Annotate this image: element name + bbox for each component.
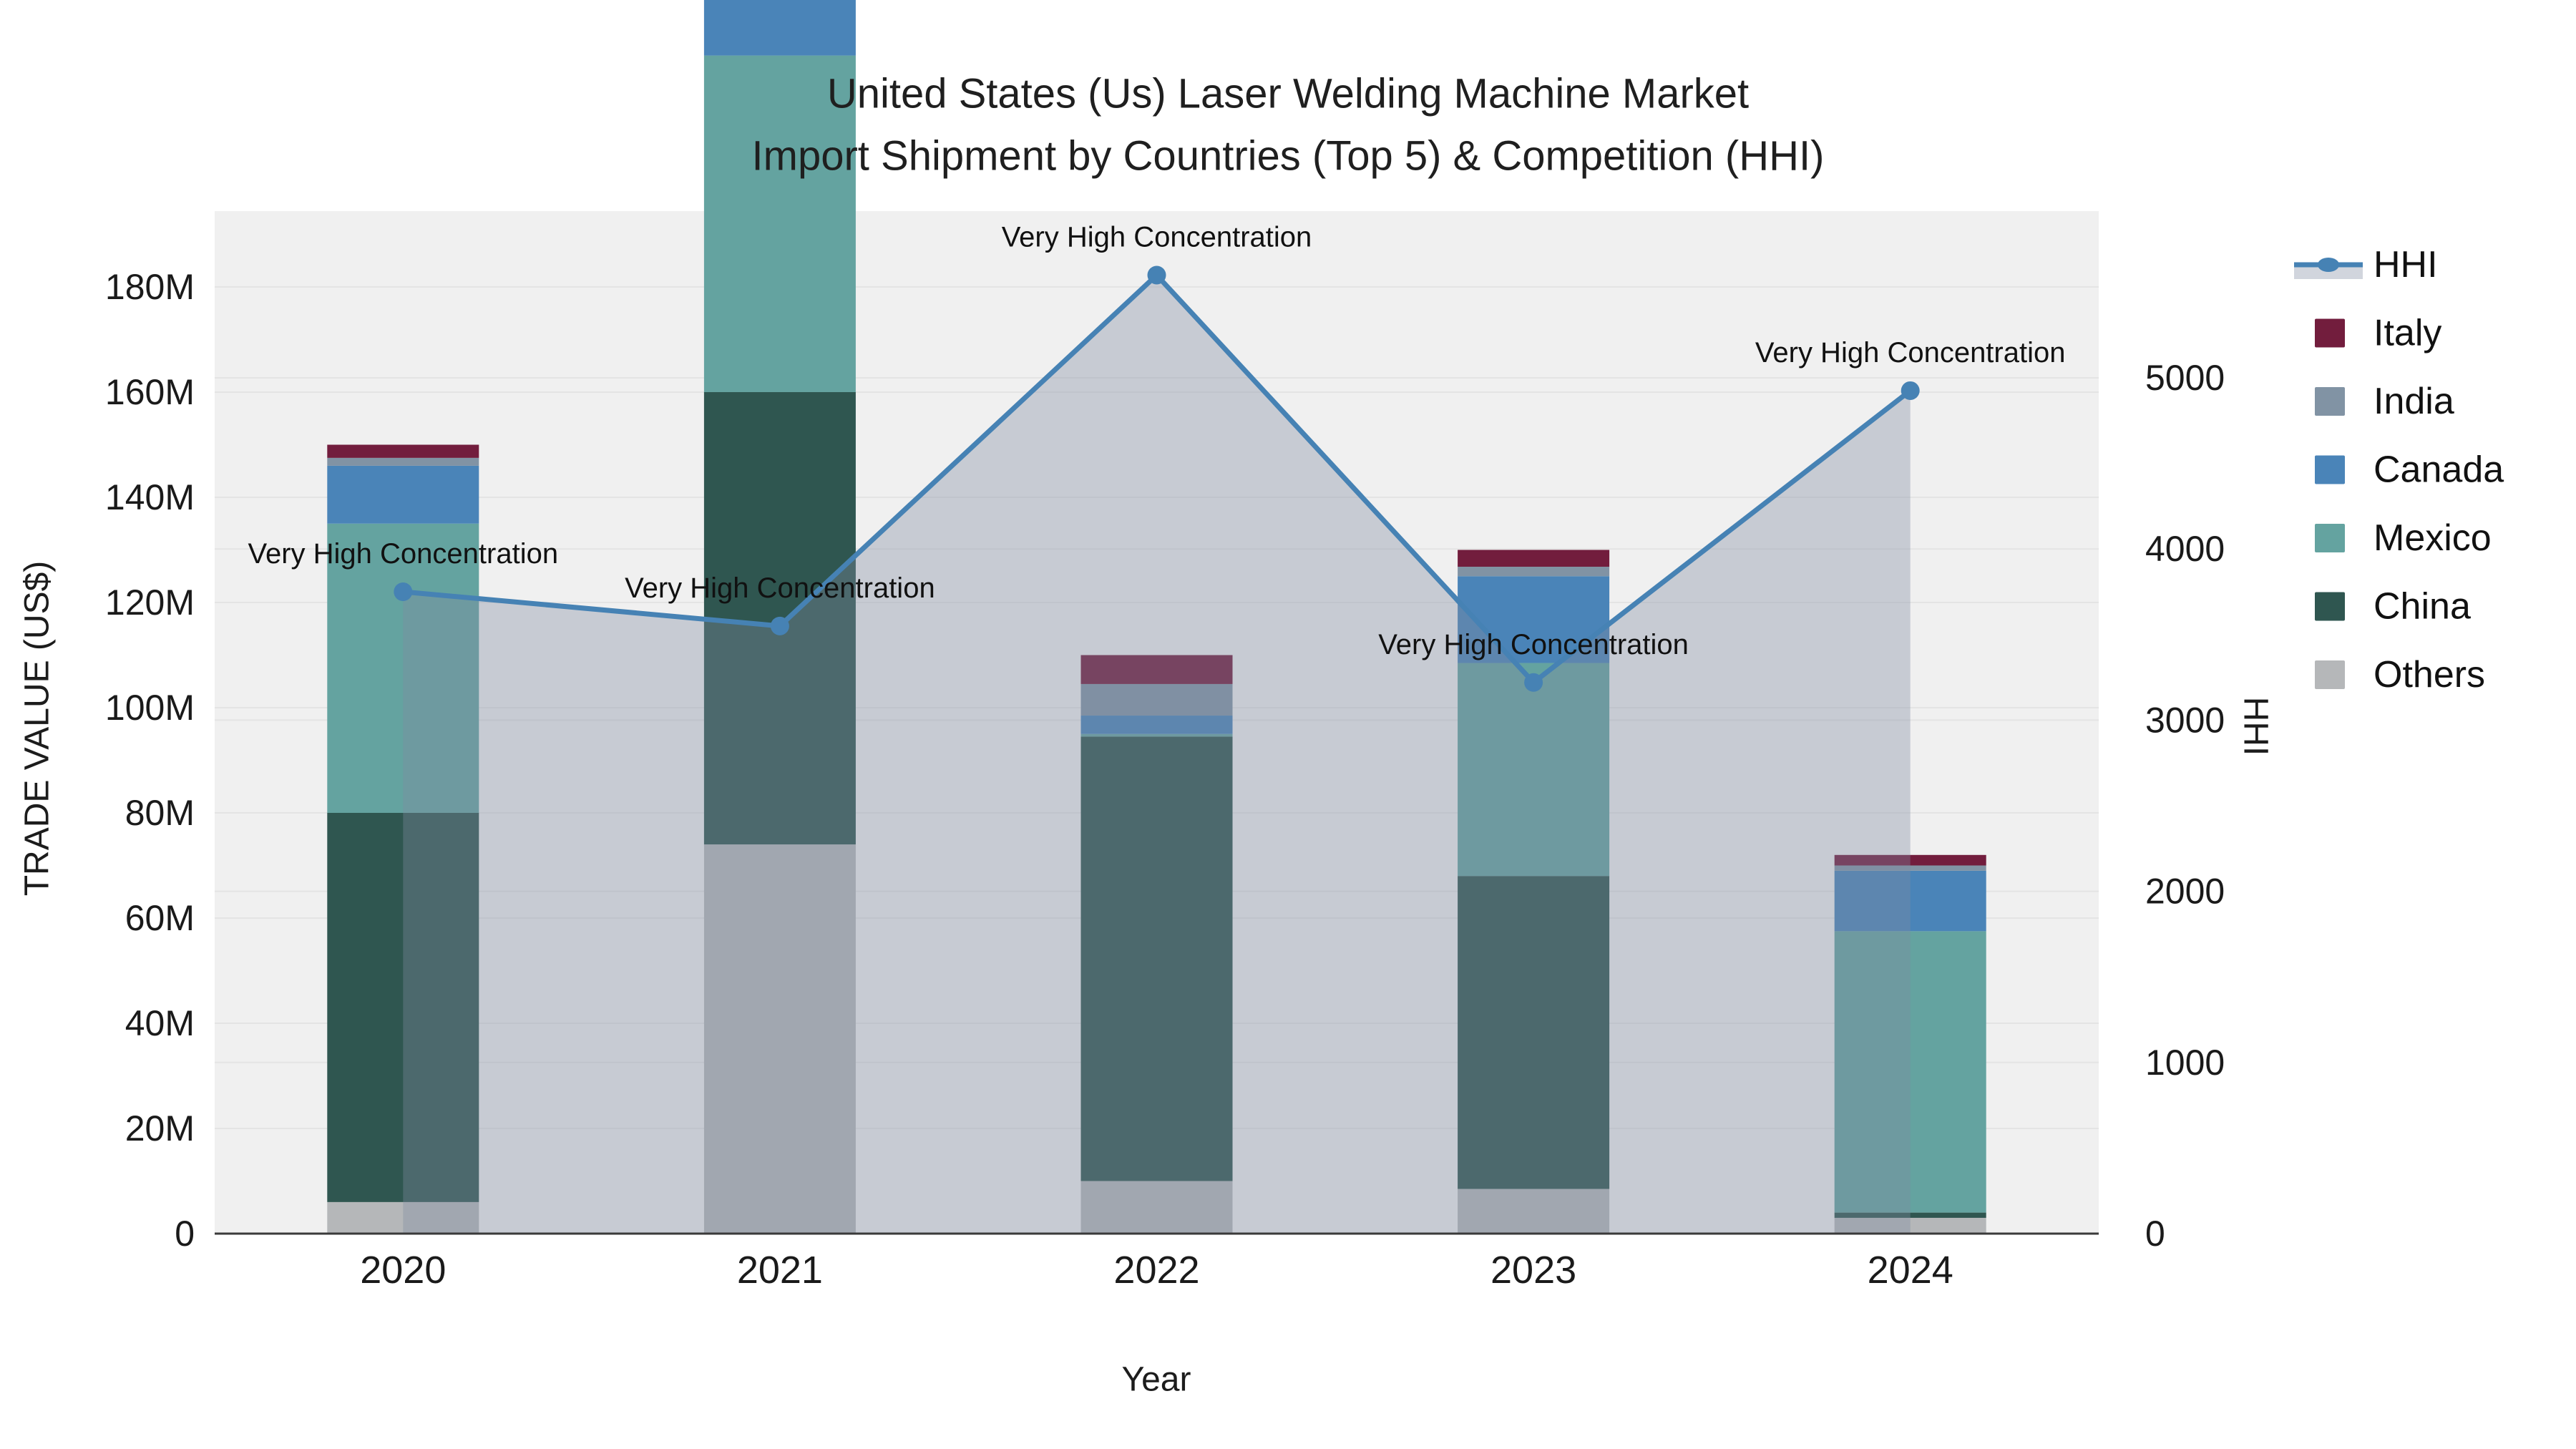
x-tick-2021[interactable]: 2021 — [737, 1249, 823, 1292]
bar-segment-india-2024 — [1834, 865, 1986, 871]
bar-segment-others-2023 — [1458, 1189, 1610, 1234]
y-right-tick-4000: 4000 — [2145, 529, 2225, 569]
bar-segment-canada-2021 — [703, 0, 856, 56]
x-tick-2024[interactable]: 2024 — [1868, 1249, 1953, 1292]
annotation-2021: Very High Concentration — [625, 572, 935, 604]
annotation-2024: Very High Concentration — [1755, 337, 2066, 369]
y-left-tick-120: 120M — [105, 582, 195, 623]
bar-segment-canada-2020 — [327, 465, 479, 524]
bar-segment-canada-2024 — [1834, 870, 1986, 932]
bar-segment-india-2020 — [327, 457, 479, 466]
legend: HHI Italy India Canada Mexico China Others — [2294, 244, 2504, 696]
bar-segment-others-2020 — [327, 1201, 479, 1234]
annotation-2022: Very High Concentration — [1002, 221, 1312, 253]
hhi-point-2024 — [1901, 381, 1920, 400]
bar-segment-india-2023 — [1458, 567, 1610, 577]
y-left-tick-100: 100M — [105, 688, 195, 728]
x-tick-2022[interactable]: 2022 — [1113, 1249, 1199, 1292]
stacked-bars — [327, 0, 1986, 1234]
legend-label-hhi[interactable]: HHI — [2373, 244, 2438, 286]
y-left-tick-20: 20M — [125, 1108, 195, 1148]
y-left-tick-180: 180M — [105, 267, 195, 307]
y-left-tick-0: 0 — [175, 1214, 195, 1254]
legend-item-italy[interactable]: Italy — [2315, 313, 2441, 354]
bar-segment-canada-2022 — [1080, 716, 1233, 734]
bar-segment-china-2024 — [1834, 1212, 1986, 1218]
legend-hhi-marker — [2318, 258, 2339, 272]
x-tick-2023[interactable]: 2023 — [1491, 1249, 1576, 1292]
y-right-tick-1000: 1000 — [2145, 1043, 2225, 1083]
legend-swatch-italy — [2315, 318, 2345, 348]
legend-item-india[interactable]: India — [2315, 381, 2454, 422]
hhi-point-2020 — [394, 582, 413, 601]
hhi-point-2021 — [770, 616, 789, 635]
y-left-tick-160: 160M — [105, 372, 195, 412]
bar-segment-others-2021 — [703, 844, 856, 1234]
bar-segment-mexico-2024 — [1834, 931, 1986, 1213]
y-right-tick-2000: 2000 — [2145, 872, 2225, 912]
bar-segment-italy-2020 — [327, 444, 479, 458]
bar-segment-mexico-2023 — [1458, 663, 1610, 877]
y-left-tick-60: 60M — [125, 898, 195, 938]
hhi-area-fill — [403, 275, 1911, 1234]
x-tick-2020[interactable]: 2020 — [360, 1249, 446, 1292]
annotations: Very High Concentration Very High Concent… — [248, 221, 2066, 660]
legend-label-canada[interactable]: Canada — [2373, 449, 2504, 491]
y-right-axis-title: HHI — [2237, 697, 2275, 756]
bar-segment-india-2022 — [1080, 683, 1233, 716]
legend-swatch-others — [2315, 660, 2345, 689]
annotation-2023: Very High Concentration — [1378, 629, 1689, 660]
y-right-tick-0: 0 — [2145, 1214, 2165, 1254]
bar-segment-italy-2022 — [1080, 655, 1233, 684]
legend-item-canada[interactable]: Canada — [2315, 449, 2504, 491]
y-left-tick-80: 80M — [125, 793, 195, 833]
annotation-2020: Very High Concentration — [248, 538, 559, 570]
hhi-area — [403, 275, 1911, 1234]
legend-label-mexico[interactable]: Mexico — [2373, 517, 2492, 559]
bar-segment-mexico-2020 — [327, 523, 479, 813]
y-left-tick-40: 40M — [125, 1003, 195, 1043]
legend-item-hhi[interactable]: HHI — [2294, 244, 2438, 286]
legend-swatch-mexico — [2315, 524, 2345, 552]
bar-segment-mexico-2021 — [703, 55, 856, 392]
legend-item-china[interactable]: China — [2315, 586, 2471, 628]
legend-label-china[interactable]: China — [2373, 586, 2471, 628]
bar-segment-italy-2024 — [1834, 854, 1986, 866]
legend-label-italy[interactable]: Italy — [2373, 313, 2441, 354]
y-left-tick-140: 140M — [105, 477, 195, 517]
hhi-point-2022 — [1147, 265, 1166, 285]
bar-segment-others-2024 — [1834, 1217, 1986, 1234]
legend-item-mexico[interactable]: Mexico — [2315, 517, 2492, 559]
bar-segment-others-2022 — [1080, 1181, 1233, 1234]
legend-label-others[interactable]: Others — [2373, 654, 2485, 696]
hhi-line — [394, 265, 1920, 692]
legend-swatch-canada — [2315, 455, 2345, 484]
bar-segment-canada-2023 — [1458, 576, 1610, 663]
bar-segment-china-2023 — [1458, 876, 1610, 1189]
legend-item-others[interactable]: Others — [2315, 654, 2485, 696]
chart-title-line2: Import Shipment by Countries (Top 5) & C… — [752, 133, 1825, 180]
legend-swatch-china — [2315, 592, 2345, 621]
y-right-tick-3000: 3000 — [2145, 700, 2225, 740]
hhi-point-2023 — [1524, 673, 1543, 692]
bar-segment-italy-2023 — [1458, 550, 1610, 567]
bar-segment-china-2020 — [327, 813, 479, 1202]
y-right-tick-5000: 5000 — [2145, 358, 2225, 398]
chart-title-line1: United States (Us) Laser Welding Machine… — [827, 71, 1749, 117]
axis-ticks: 0 20M 40M 60M 80M 100M 120M 140M 160M 180M 0 1000 20… — [105, 267, 2225, 1292]
legend-swatch-india — [2315, 387, 2345, 416]
legend-label-india[interactable]: India — [2373, 381, 2454, 422]
y-left-axis-title: TRADE VALUE (US$) — [19, 561, 57, 897]
bar-segment-mexico-2022 — [1080, 733, 1233, 737]
x-axis-title: Year — [1122, 1361, 1191, 1399]
bar-segment-china-2022 — [1080, 736, 1233, 1181]
